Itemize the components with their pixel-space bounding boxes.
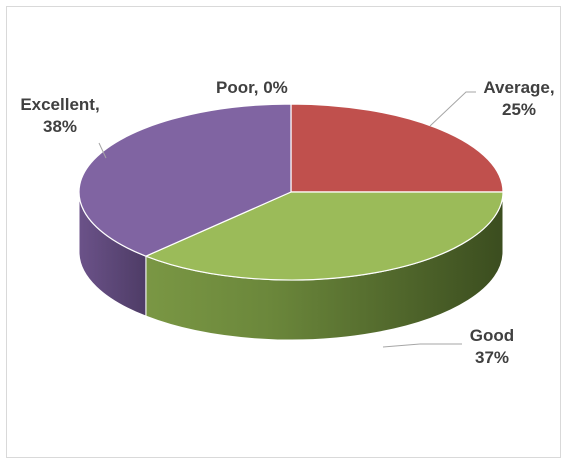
- data-label-good-value: 37%: [474, 348, 510, 367]
- data-label-average-name: Average,: [483, 78, 555, 97]
- pie-slice-average: [290, 103, 504, 193]
- leader-line-average: [429, 91, 476, 127]
- pie-slice-good: [145, 191, 504, 281]
- pie-tops: [78, 103, 504, 281]
- leader-line-excellent: [98, 142, 107, 159]
- data-label-excellent-value: 38%: [42, 117, 78, 136]
- data-label-excellent-name: Excellent,: [20, 95, 100, 114]
- data-label-poor-text: Poor, 0%: [216, 78, 288, 97]
- leader-line-good: [382, 343, 462, 348]
- data-label-average: Average, 25%: [476, 77, 562, 121]
- pie-slice-excellent: [78, 103, 292, 257]
- data-label-excellent: Excellent, 38%: [14, 94, 106, 138]
- data-label-average-value: 25%: [501, 100, 537, 119]
- chart-frame: [6, 6, 561, 458]
- data-label-good: Good 37%: [462, 325, 522, 369]
- leader-lines: [98, 91, 476, 348]
- data-label-poor: Poor, 0%: [216, 77, 288, 99]
- data-label-good-name: Good: [469, 326, 515, 345]
